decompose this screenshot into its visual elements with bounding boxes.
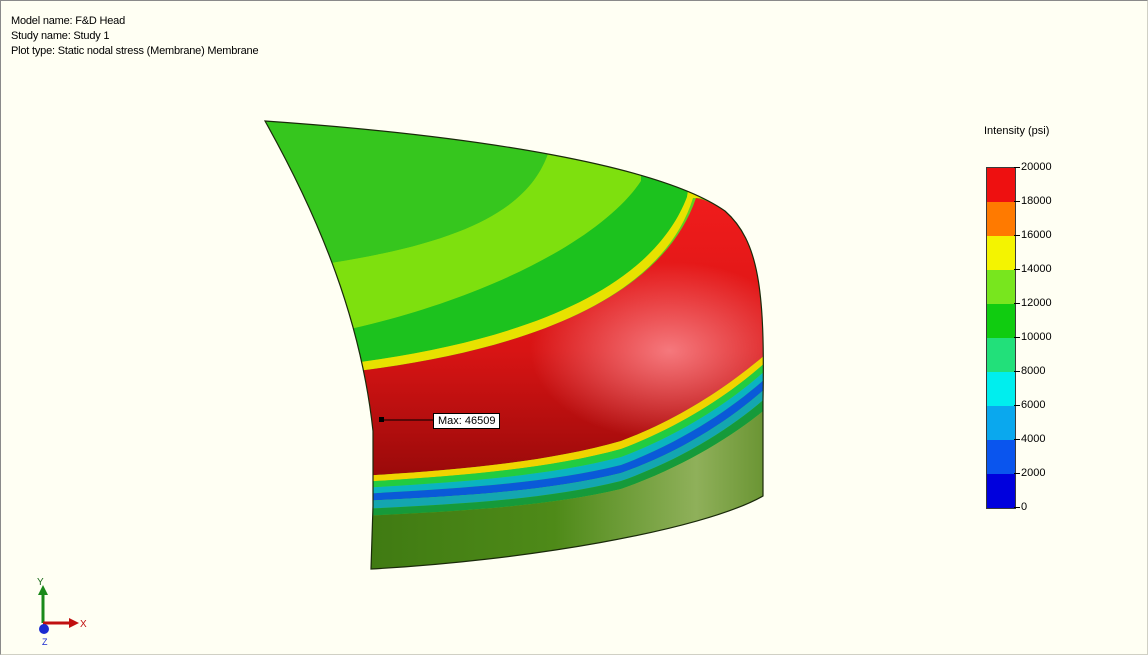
legend-band: [987, 338, 1015, 372]
legend-band: [987, 440, 1015, 474]
legend-tick-label: 8000: [1021, 365, 1046, 377]
band-10000-inner: [265, 121, 549, 263]
legend-band: [987, 406, 1015, 440]
plot-type-text: Plot type: Static nodal stress (Membrane…: [11, 45, 259, 57]
legend-tick: [1014, 235, 1020, 236]
legend-tick: [1014, 201, 1020, 202]
legend-tick: [1014, 507, 1020, 508]
z-axis-arrow: [39, 624, 49, 634]
max-probe-marker: [379, 417, 384, 422]
band-13000: [331, 121, 641, 331]
legend-band: [987, 304, 1015, 338]
legend-tick: [1014, 371, 1020, 372]
model-name-text: Model name: F&D Head: [11, 15, 125, 27]
legend-tick-label: 6000: [1021, 399, 1046, 411]
legend-band: [987, 270, 1015, 304]
legend-band: [987, 372, 1015, 406]
legend-tick: [1014, 473, 1020, 474]
legend-tick-label: 12000: [1021, 297, 1052, 309]
legend-band: [987, 236, 1015, 270]
legend-tick: [1014, 337, 1020, 338]
study-name-text: Study name: Study 1: [11, 30, 110, 42]
axis-triad: Y X Z: [37, 577, 87, 647]
max-stress-label[interactable]: Max: 46509: [433, 413, 501, 429]
triad-y-label: Y: [37, 577, 44, 588]
triad-z-label: Z: [42, 637, 48, 647]
legend-tick-label: 0: [1021, 501, 1028, 513]
legend-tick-label: 2000: [1021, 467, 1046, 479]
model-outline: [263, 120, 764, 570]
legend-color-bar: [986, 167, 1016, 509]
legend-tick-label: 18000: [1021, 195, 1052, 207]
legend-tick: [1014, 405, 1020, 406]
legend-tick-label: 4000: [1021, 433, 1046, 445]
legend-tick: [1014, 439, 1020, 440]
legend-tick-label: 20000: [1021, 161, 1052, 173]
stress-bands: [265, 121, 764, 569]
legend-tick: [1014, 167, 1020, 168]
legend-band: [987, 168, 1015, 202]
legend-tick-label: 16000: [1021, 229, 1052, 241]
legend-tick: [1014, 303, 1020, 304]
legend-band: [987, 474, 1015, 508]
triad-x-label: X: [80, 619, 87, 630]
legend-tick: [1014, 269, 1020, 270]
legend-title: Intensity (psi): [984, 125, 1050, 137]
legend-band: [987, 202, 1015, 236]
legend-tick-label: 14000: [1021, 263, 1052, 275]
legend-tick-label: 10000: [1021, 331, 1052, 343]
